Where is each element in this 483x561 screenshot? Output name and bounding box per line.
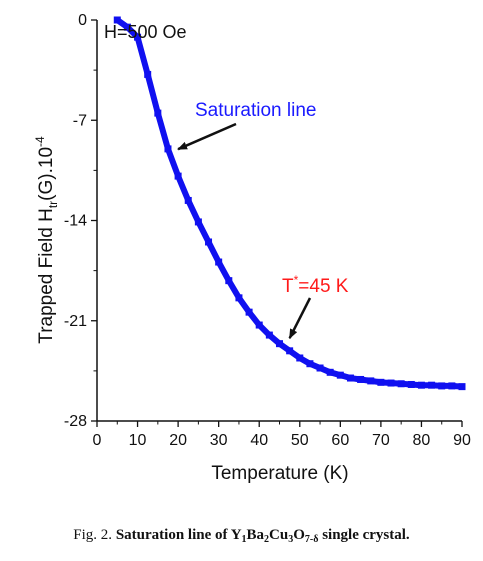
data-point (225, 277, 233, 285)
data-point (346, 374, 354, 382)
x-tick-label: 50 (291, 432, 309, 449)
x-tick-label: 90 (453, 432, 471, 449)
y-tick-label: -7 (73, 112, 87, 129)
data-point (428, 381, 436, 389)
x-tick-label: 80 (413, 432, 431, 449)
x-axis-ticks: 0 10 20 30 40 50 60 70 80 90 (93, 421, 471, 449)
data-point (174, 172, 182, 180)
data-point (387, 379, 395, 387)
data-point (235, 294, 243, 302)
caption-formula: Y1Ba2Cu3O7-δ (230, 527, 319, 545)
data-point (367, 377, 375, 385)
data-point (458, 383, 466, 391)
saturation-line-label: Saturation line (195, 100, 316, 121)
tstar-label-rest: =45 K (298, 276, 349, 297)
y-axis-label: Trapped Field Htr(G).10-4 (33, 136, 60, 344)
data-point (306, 360, 314, 368)
caption-bold: Saturation line of Y1Ba2Cu3O7-δ single c… (115, 527, 410, 545)
x-tick-label: 10 (129, 432, 147, 449)
x-tick-label: 30 (210, 432, 228, 449)
y-axis-label-main: Trapped Field H (36, 208, 57, 344)
y-tick-label: -14 (64, 213, 87, 230)
data-point (407, 380, 415, 388)
data-point (448, 382, 456, 390)
data-point (245, 308, 253, 316)
caption-suffix: single crystal. (318, 527, 410, 543)
formula-subscript: 1 (241, 534, 247, 545)
data-point (205, 238, 213, 246)
caption-bold-text: Saturation line of (115, 527, 231, 543)
chart: 0 10 20 30 40 50 60 70 80 90 0 -7 -14 -21 -28 H=500 O… (33, 12, 471, 484)
x-tick-label: 40 (250, 432, 268, 449)
x-axis-label: Temperature (K) (211, 463, 348, 484)
data-point (286, 347, 294, 355)
data-point (357, 375, 365, 383)
annotation-arrows (177, 122, 312, 340)
data-point (215, 258, 223, 266)
x-tick-label: 70 (372, 432, 390, 449)
x-tick-label: 20 (169, 432, 187, 449)
data-point (397, 380, 405, 388)
data-point (438, 382, 446, 390)
data-point (336, 371, 344, 379)
x-tick-label: 0 (93, 432, 102, 449)
data-point (134, 33, 142, 41)
field-label: H=500 Oe (104, 22, 187, 42)
plot-area (113, 16, 466, 391)
tstar-label-sup: * (294, 273, 299, 287)
y-axis-label-sub: tr (46, 201, 60, 208)
x-tick-label: 60 (331, 432, 349, 449)
y-tick-label: 0 (78, 12, 87, 29)
data-point (113, 16, 121, 24)
data-point (194, 218, 202, 226)
y-axis-label-unit: (G).10 (36, 147, 57, 201)
y-axis-label-exp: -4 (33, 136, 47, 147)
data-point (164, 145, 172, 153)
formula-element: O (293, 527, 305, 543)
data-point (326, 368, 334, 376)
saturation-arrow (177, 122, 237, 151)
tstar-label: T*=45 K (282, 273, 349, 297)
caption-prefix: Fig. 2. (73, 527, 116, 543)
y-tick-label: -28 (64, 413, 87, 430)
data-point (296, 354, 304, 362)
data-point (377, 378, 385, 386)
data-point (144, 70, 152, 78)
data-point (154, 109, 162, 117)
formula-element: Ba (246, 527, 265, 543)
data-point (316, 364, 324, 372)
data-point (123, 23, 131, 31)
data-point (255, 321, 263, 329)
formula-subscript: 2 (264, 534, 270, 545)
figure-caption: Fig. 2. Saturation line of Y1Ba2Cu3O7-δ … (0, 527, 483, 545)
formula-element: Cu (269, 527, 289, 543)
data-point (265, 331, 273, 339)
tstar-label-main: T (282, 276, 294, 297)
formula-subscript: 7-δ (304, 534, 319, 545)
y-tick-label: -21 (64, 313, 87, 330)
tstar-arrow (288, 297, 312, 340)
y-axis-ticks: 0 -7 -14 -21 -28 (64, 12, 97, 430)
formula-subscript: 3 (288, 534, 294, 545)
data-point (276, 340, 283, 348)
data-point (417, 381, 425, 389)
formula-element: Y (230, 527, 242, 543)
series-line (114, 17, 465, 390)
data-point (184, 196, 192, 204)
